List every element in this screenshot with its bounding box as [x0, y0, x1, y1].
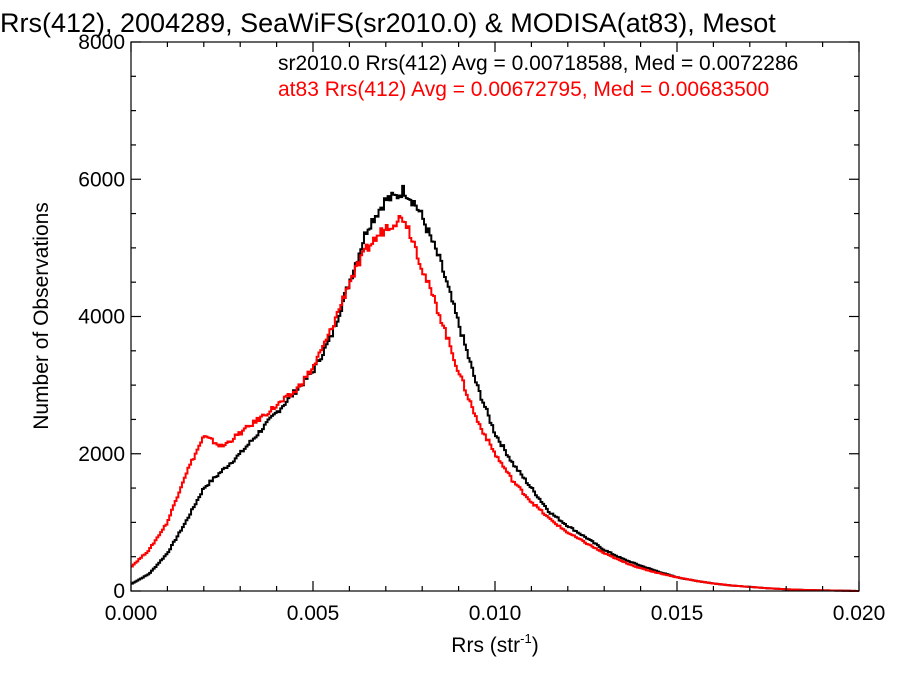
x-tick-label: 0.000 [105, 602, 158, 625]
y-tick-label: 6000 [78, 168, 125, 191]
y-tick-label: 4000 [78, 306, 125, 329]
x-axis-label-main: Rrs (str [451, 634, 520, 657]
x-tick-label: 0.010 [469, 602, 522, 625]
x-tick-label: 0.015 [651, 602, 704, 625]
x-tick-label: 0.020 [833, 602, 886, 625]
x-tick-label: 0.005 [287, 602, 340, 625]
series-at83-line [131, 214, 859, 592]
y-tick-label: 0 [113, 580, 125, 603]
series-sr2010.0-line [131, 184, 859, 592]
y-axis-label: Number of Observations [30, 202, 53, 430]
series-annotation-sr2010: sr2010.0 Rrs(412) Avg = 0.00718588, Med … [278, 52, 798, 75]
plot-frame [130, 41, 860, 592]
ticks-layer: 0.000 0.005 0.010 0.015 0.020 0 2000 4000 6000 80… [78, 31, 885, 625]
chart-title: Rrs(412), 2004289, SeaWiFS(sr2010.0) & M… [0, 8, 776, 38]
x-axis-label: Rrs (str-1) [451, 631, 538, 657]
series-layer [131, 184, 859, 592]
series-annotation-at83: at83 Rrs(412) Avg = 0.00672795, Med = 0.… [278, 78, 769, 101]
y-tick-label: 8000 [78, 31, 125, 54]
x-axis-label-superscript: -1 [520, 631, 532, 646]
x-axis-label-end: ) [532, 634, 539, 657]
y-tick-label: 2000 [78, 443, 125, 466]
